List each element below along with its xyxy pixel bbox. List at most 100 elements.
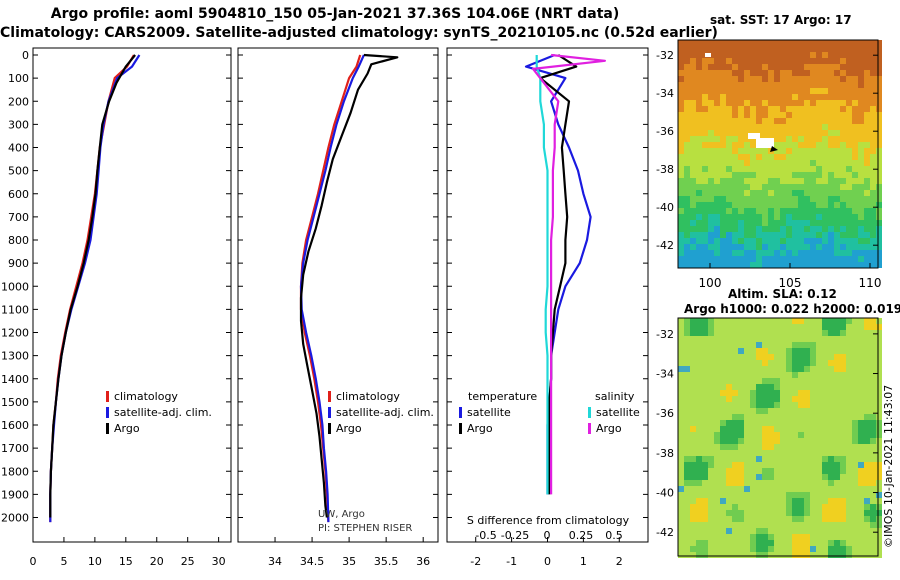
map-cell	[852, 208, 858, 214]
map-cell	[714, 552, 720, 558]
map-cell	[876, 250, 882, 256]
map-cell	[810, 444, 816, 450]
map-cell	[750, 318, 756, 324]
map-cell	[828, 420, 834, 426]
map-cell	[792, 444, 798, 450]
map-cell	[714, 40, 720, 46]
map-cell	[708, 70, 714, 76]
map-cell	[732, 438, 738, 444]
map-cell	[678, 166, 684, 172]
map-cell	[702, 136, 708, 142]
map-cell	[678, 396, 684, 402]
map-cell	[804, 444, 810, 450]
map-cell	[768, 456, 774, 462]
map-cell	[726, 528, 732, 534]
map-cell	[864, 360, 870, 366]
map-cell	[792, 190, 798, 196]
map-cell	[702, 172, 708, 178]
map-cell	[798, 318, 804, 324]
map-cell	[690, 118, 696, 124]
map-cell	[732, 124, 738, 130]
map-cell	[768, 88, 774, 94]
map-cell	[780, 522, 786, 528]
map-cell	[792, 208, 798, 214]
map-cell	[864, 244, 870, 250]
map-cell	[738, 432, 744, 438]
map-cell	[798, 384, 804, 390]
map-cell	[696, 178, 702, 184]
map-cell	[732, 510, 738, 516]
map-cell	[858, 106, 864, 112]
map-cell	[798, 468, 804, 474]
map-cell	[756, 462, 762, 468]
map-cell	[720, 330, 726, 336]
map-cell	[834, 40, 840, 46]
map-cell	[828, 348, 834, 354]
map-cell	[780, 438, 786, 444]
map-cell	[744, 142, 750, 148]
map-cell	[726, 546, 732, 552]
map-cell	[792, 426, 798, 432]
map-cell	[750, 250, 756, 256]
map-cell	[690, 256, 696, 262]
map-cell	[756, 46, 762, 52]
map-cell	[804, 64, 810, 70]
map-cell	[876, 360, 882, 366]
map-cell	[864, 480, 870, 486]
map-cell	[696, 528, 702, 534]
map-cell	[840, 540, 846, 546]
map-cell	[762, 402, 768, 408]
map-cell	[876, 124, 882, 130]
map-cell	[714, 324, 720, 330]
map-cell	[732, 378, 738, 384]
map-cell	[852, 516, 858, 522]
map-cell	[816, 390, 822, 396]
map-cell	[786, 118, 792, 124]
map-cell	[702, 148, 708, 154]
map-cell	[876, 366, 882, 372]
map-cell	[744, 330, 750, 336]
map-cell	[840, 372, 846, 378]
map-cell	[834, 238, 840, 244]
map-cell	[690, 40, 696, 46]
map-cell	[816, 244, 822, 250]
map-cell	[828, 456, 834, 462]
map-cell	[798, 498, 804, 504]
map-cell	[726, 166, 732, 172]
map-cell	[696, 142, 702, 148]
map-cell	[858, 208, 864, 214]
map-cell	[816, 64, 822, 70]
y-tick-label: 2000	[1, 512, 29, 525]
map-cell	[876, 378, 882, 384]
map-cell	[840, 552, 846, 558]
map-cell	[708, 250, 714, 256]
map-cell	[684, 196, 690, 202]
map-cell	[858, 462, 864, 468]
map-cell	[774, 40, 780, 46]
map-cell	[762, 342, 768, 348]
map-cell	[834, 360, 840, 366]
map-cell	[852, 486, 858, 492]
map-cell	[696, 64, 702, 70]
map-cell	[684, 178, 690, 184]
map-cell	[720, 250, 726, 256]
map-cell	[696, 166, 702, 172]
map-cell	[756, 190, 762, 196]
map-cell	[750, 546, 756, 552]
map-cell	[762, 480, 768, 486]
map-cell	[744, 462, 750, 468]
x-tick-label: 30	[212, 555, 226, 568]
map-cell	[768, 504, 774, 510]
map-cell	[684, 372, 690, 378]
secondary-x-tick-label: 0.25	[569, 529, 594, 542]
map-cell	[774, 318, 780, 324]
map-cell	[714, 342, 720, 348]
map-cell	[828, 396, 834, 402]
map-cell	[834, 262, 840, 268]
map-cell	[828, 124, 834, 130]
map-cell	[768, 540, 774, 546]
map-cell	[858, 154, 864, 160]
map-cell	[678, 64, 684, 70]
map-cell	[798, 124, 804, 130]
map-cell	[684, 552, 690, 558]
